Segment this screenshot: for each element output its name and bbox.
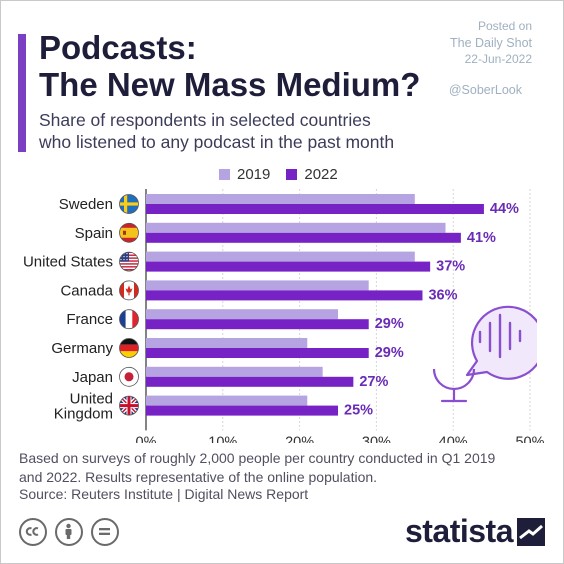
canada-flag-icon (119, 280, 139, 301)
license-icons (19, 518, 127, 546)
bar-2022 (146, 376, 354, 387)
category-label: United States (23, 254, 113, 271)
posted-handle: @SoberLook (448, 83, 522, 97)
podcast-microphone-icon (432, 305, 537, 403)
source-note: Source: Reuters Institute | Digital News… (19, 486, 309, 502)
legend-label-2022: 2022 (304, 165, 338, 183)
attribution-icon[interactable] (55, 518, 83, 546)
category-label: Sweden (59, 196, 113, 213)
bar-2022 (146, 261, 431, 272)
subtitle-line-1: Share of respondents in selected countri… (39, 110, 371, 130)
x-tick-label: 10% (208, 434, 237, 443)
category-label: France (66, 311, 113, 328)
x-tick-label: 20% (285, 434, 314, 443)
category-label: Spain (75, 225, 113, 242)
bar-2019 (146, 222, 446, 233)
legend-item-2019: 2019 (219, 166, 270, 183)
bar-2019 (146, 194, 415, 204)
bar-2022 (146, 405, 338, 416)
usa-flag-icon (119, 251, 139, 272)
subtitle-line-2: who listened to any podcast in the past … (39, 132, 395, 152)
legend-item-2022: 2022 (286, 165, 338, 183)
posted-watermark: Posted on The Daily Shot 22-Jun-2022 (450, 19, 532, 67)
statista-logo-mark (517, 517, 545, 546)
creative-commons-icon[interactable] (19, 518, 47, 546)
japan-flag-icon (119, 366, 139, 387)
value-label: 37% (436, 259, 465, 275)
bar-2022 (146, 348, 369, 358)
bar-2019 (146, 366, 323, 377)
bar-2019 (146, 251, 415, 262)
value-label: 36% (428, 287, 457, 303)
category-label: Kingdom (54, 406, 113, 423)
bar-2019 (146, 280, 369, 291)
sweden-flag-icon (119, 194, 139, 214)
title-line-1: Podcasts: (39, 29, 197, 66)
value-label: 25% (344, 403, 373, 419)
bar-2022 (146, 204, 484, 214)
title-line-2: The New Mass Medium? (39, 66, 421, 103)
category-label: Canada (60, 282, 113, 299)
bar-2019 (146, 309, 338, 320)
category-label: Germany (51, 340, 113, 357)
x-tick-label: 30% (362, 434, 391, 443)
posted-source-name: The Daily Shot (450, 36, 532, 50)
germany-flag-icon (119, 338, 139, 358)
x-tick-label: 40% (439, 434, 468, 443)
legend-swatch-2022 (286, 168, 298, 180)
value-label: 41% (467, 230, 496, 246)
posted-on-label: Posted on (477, 19, 532, 33)
x-tick-label: 0% (136, 434, 157, 443)
bar-2022 (146, 319, 369, 330)
footnote-line-1: Based on surveys of roughly 2,000 people… (19, 450, 496, 466)
chart-legend: 2019 2022 (219, 163, 354, 185)
value-label: 29% (375, 316, 404, 332)
value-label: 44% (490, 201, 519, 217)
posted-date: 22-Jun-2022 (464, 52, 532, 66)
footnote-line-2: and 2022. Results representative of the … (19, 469, 378, 485)
legend-label-2019: 2019 (237, 165, 271, 183)
legend-swatch-2019 (219, 168, 230, 180)
x-tick-label: 50% (515, 434, 544, 443)
bar-2019 (146, 395, 308, 406)
value-label: 27% (359, 374, 388, 390)
bar-chart: 44% Sweden 41% Spain 37% United States 36% Cana… (23, 189, 545, 443)
spain-flag-icon (119, 222, 139, 243)
bar-2019 (146, 338, 308, 348)
subtitle: Share of respondents in selected countri… (39, 109, 394, 153)
page-title: Podcasts: The New Mass Medium? (39, 29, 420, 103)
bar-2022 (146, 290, 423, 301)
uk-flag-icon (119, 395, 139, 416)
title-accent-bar (18, 34, 26, 152)
non-derivative-icon[interactable] (91, 518, 119, 546)
value-label: 29% (375, 345, 404, 361)
bar-2022 (146, 232, 461, 243)
category-label: United (70, 391, 113, 408)
footnote: Based on surveys of roughly 2,000 people… (19, 449, 549, 487)
statista-logo: statista (405, 513, 545, 550)
category-label: Japan (72, 369, 113, 386)
statista-logo-text: statista (404, 513, 514, 549)
france-flag-icon (119, 309, 139, 330)
